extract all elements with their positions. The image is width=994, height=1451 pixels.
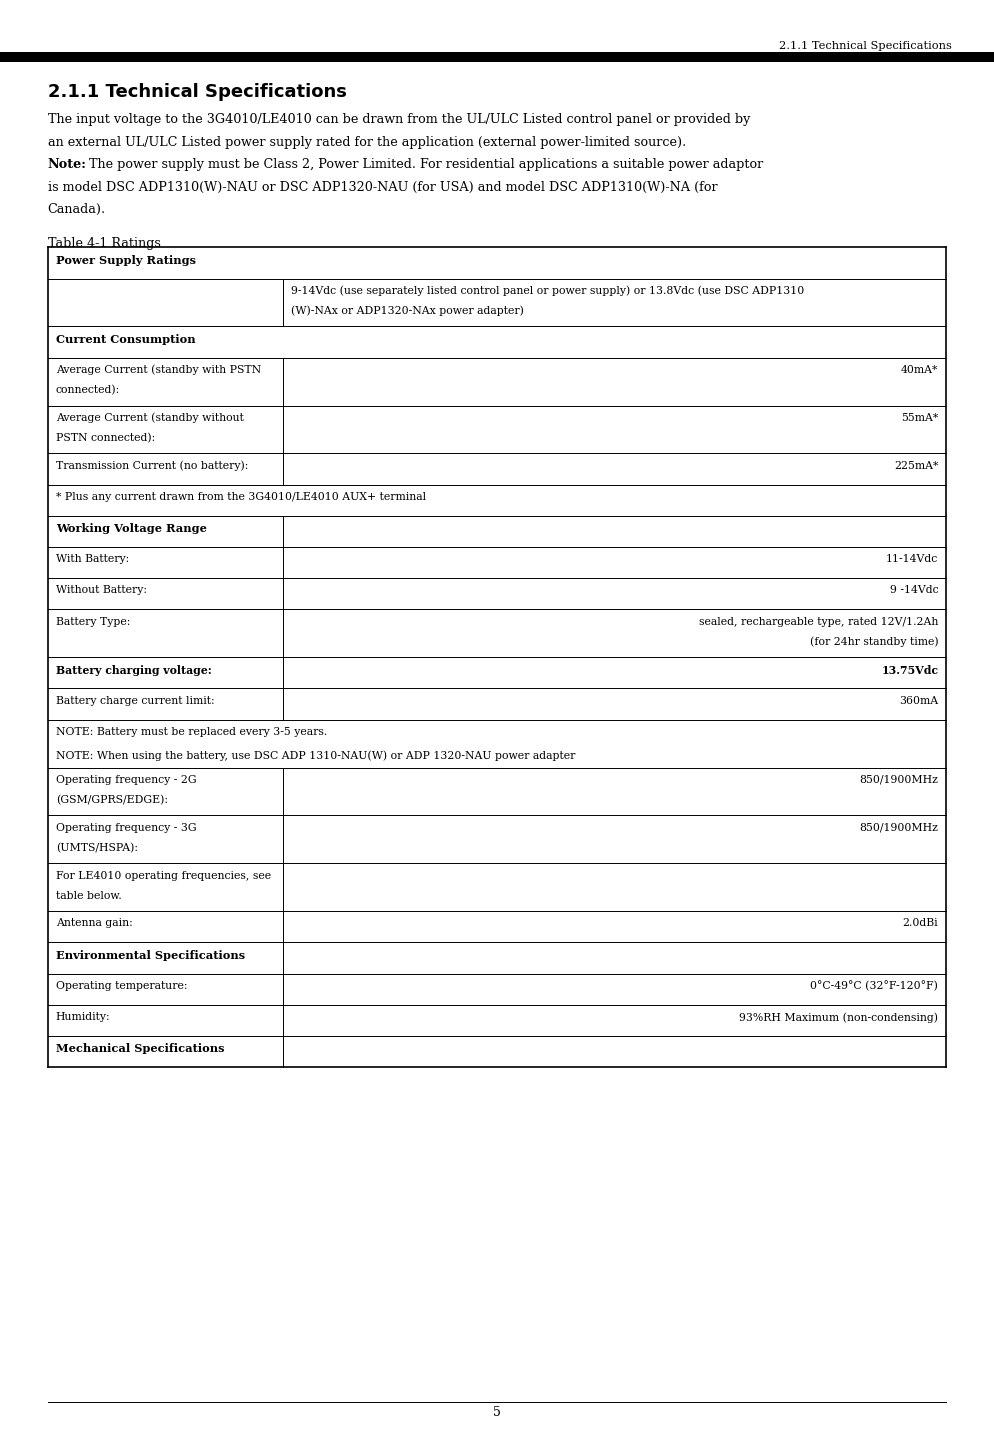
Text: Battery Type:: Battery Type: [56,617,130,627]
Text: Battery charging voltage:: Battery charging voltage: [56,665,212,676]
Text: (GSM/GPRS/EDGE):: (GSM/GPRS/EDGE): [56,795,168,805]
Text: Mechanical Specifications: Mechanical Specifications [56,1043,225,1055]
Text: For LE4010 operating frequencies, see: For LE4010 operating frequencies, see [56,871,270,881]
Text: 9-14Vdc (use separately listed control panel or power supply) or 13.8Vdc (use DS: 9-14Vdc (use separately listed control p… [291,286,804,296]
Text: Working Voltage Range: Working Voltage Range [56,522,207,534]
Text: Operating frequency - 3G: Operating frequency - 3G [56,823,196,833]
Text: 2.1.1 Technical Specifications: 2.1.1 Technical Specifications [48,83,347,100]
Text: 40mA*: 40mA* [901,364,938,374]
Text: Current Consumption: Current Consumption [56,334,195,345]
Text: PSTN connected):: PSTN connected): [56,432,155,443]
Text: Power Supply Ratings: Power Supply Ratings [56,254,196,266]
Text: Average Current (standby with PSTN: Average Current (standby with PSTN [56,364,260,376]
Text: (W)-NAx or ADP1320-NAx power adapter): (W)-NAx or ADP1320-NAx power adapter) [291,306,524,316]
Text: 2.0dBi: 2.0dBi [903,918,938,929]
Text: Canada).: Canada). [48,203,105,216]
Text: Battery charge current limit:: Battery charge current limit: [56,695,215,705]
Text: Operating frequency - 2G: Operating frequency - 2G [56,775,196,785]
Text: 9 -14Vdc: 9 -14Vdc [890,585,938,595]
Text: (UMTS/HSPA):: (UMTS/HSPA): [56,843,137,853]
Text: Average Current (standby without: Average Current (standby without [56,412,244,424]
Text: is model DSC ADP1310(W)-NAU or DSC ADP1320-NAU (for USA) and model DSC ADP1310(W: is model DSC ADP1310(W)-NAU or DSC ADP13… [48,180,718,193]
Text: NOTE: When using the battery, use DSC ADP 1310-NAU(W) or ADP 1320-NAU power adap: NOTE: When using the battery, use DSC AD… [56,750,576,762]
Text: 225mA*: 225mA* [894,460,938,470]
Text: table below.: table below. [56,891,121,901]
Text: With Battery:: With Battery: [56,554,129,564]
Text: NOTE: Battery must be replaced every 3-5 years.: NOTE: Battery must be replaced every 3-5… [56,727,327,737]
Text: Environmental Specifications: Environmental Specifications [56,949,245,961]
Text: 850/1900MHz: 850/1900MHz [860,775,938,785]
Text: sealed, rechargeable type, rated 12V/1.2Ah: sealed, rechargeable type, rated 12V/1.2… [699,617,938,627]
Text: Transmission Current (no battery):: Transmission Current (no battery): [56,460,248,472]
Text: 360mA: 360mA [900,695,938,705]
Text: 2.1.1 Technical Specifications: 2.1.1 Technical Specifications [779,41,952,51]
Text: Without Battery:: Without Battery: [56,585,147,595]
Text: 55mA*: 55mA* [902,412,938,422]
Text: 13.75Vdc: 13.75Vdc [882,665,938,676]
Text: * Plus any current drawn from the 3G4010/LE4010 AUX+ terminal: * Plus any current drawn from the 3G4010… [56,492,425,502]
Text: Operating temperature:: Operating temperature: [56,981,187,991]
Text: The power supply must be Class 2, Power Limited. For residential applications a : The power supply must be Class 2, Power … [85,158,763,171]
Text: 850/1900MHz: 850/1900MHz [860,823,938,833]
Text: 11-14Vdc: 11-14Vdc [886,554,938,564]
Text: Antenna gain:: Antenna gain: [56,918,132,929]
Text: an external UL/ULC Listed power supply rated for the application (external power: an external UL/ULC Listed power supply r… [48,135,686,148]
Text: Table 4-1 Ratings: Table 4-1 Ratings [48,237,161,250]
Text: 0°C-49°C (32°F-120°F): 0°C-49°C (32°F-120°F) [810,981,938,991]
Text: 93%RH Maximum (non-condensing): 93%RH Maximum (non-condensing) [740,1011,938,1023]
Text: Humidity:: Humidity: [56,1011,110,1022]
Text: 5: 5 [493,1406,501,1419]
Text: The input voltage to the 3G4010/LE4010 can be drawn from the UL/ULC Listed contr: The input voltage to the 3G4010/LE4010 c… [48,113,750,126]
Text: (for 24hr standby time): (for 24hr standby time) [810,637,938,647]
Bar [0,51,994,62]
Text: connected):: connected): [56,385,120,395]
Text: Note:: Note: [48,158,86,171]
